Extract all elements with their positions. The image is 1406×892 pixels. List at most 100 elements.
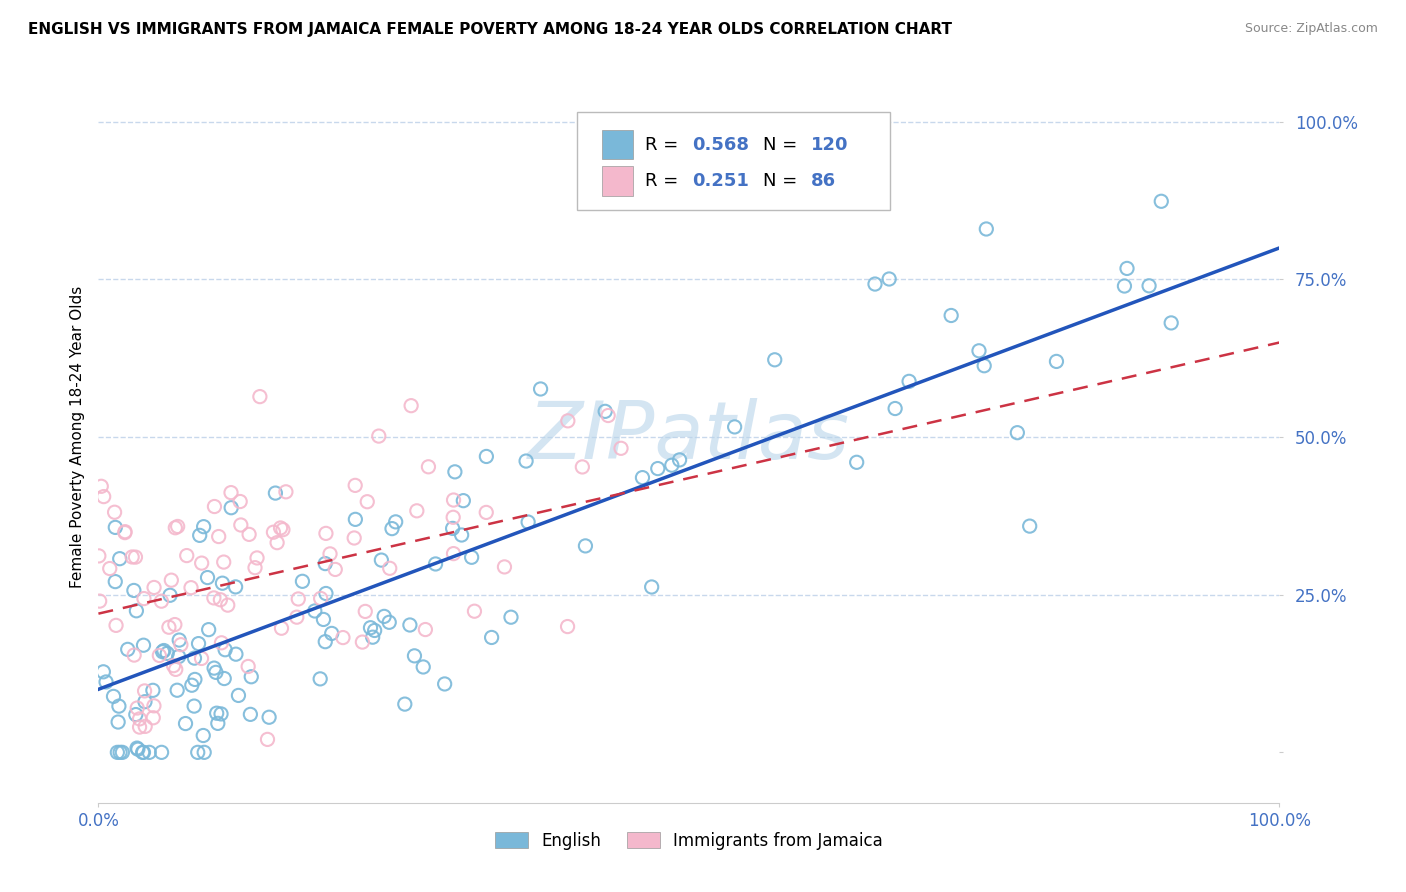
Point [256, 732, 278, 747]
FancyBboxPatch shape [576, 112, 890, 211]
Point [363, 624, 385, 638]
Point [114, 525, 136, 540]
Text: ENGLISH VS IMMIGRANTS FROM JAMAICA FEMALE POVERTY AMONG 18-24 YEAR OLDS CORRELAT: ENGLISH VS IMMIGRANTS FROM JAMAICA FEMAL… [28, 22, 952, 37]
Point [143, 581, 166, 595]
Point [246, 550, 269, 565]
Point [661, 458, 683, 473]
Text: 120: 120 [811, 136, 848, 153]
Point [884, 401, 907, 416]
Point [647, 461, 669, 475]
Point [183, 651, 205, 665]
Point [217, 598, 239, 612]
Point [571, 459, 593, 474]
Point [204, 500, 226, 514]
Point [138, 745, 160, 759]
Point [381, 522, 404, 536]
Point [156, 646, 179, 660]
Text: R =: R = [645, 136, 685, 153]
Point [723, 420, 745, 434]
Point [443, 493, 465, 508]
Point [193, 729, 215, 743]
Point [174, 716, 197, 731]
Point [166, 683, 188, 698]
Point [103, 690, 125, 704]
Point [967, 343, 990, 358]
Point [1137, 278, 1160, 293]
Point [131, 745, 153, 759]
Point [193, 519, 215, 533]
Point [315, 586, 337, 600]
Point [370, 553, 392, 567]
Point [205, 665, 228, 680]
Point [450, 528, 472, 542]
Point [202, 591, 225, 605]
Point [441, 510, 464, 524]
Point [312, 612, 335, 626]
Point [863, 277, 886, 291]
Point [425, 557, 447, 571]
Point [94, 675, 117, 690]
Point [262, 525, 284, 540]
Point [134, 695, 156, 709]
Point [142, 683, 165, 698]
Point [441, 521, 464, 535]
Point [188, 528, 211, 542]
Point [157, 620, 180, 634]
Point [257, 710, 280, 724]
Point [124, 550, 146, 565]
Point [373, 609, 395, 624]
Point [125, 741, 148, 756]
Point [107, 714, 129, 729]
Point [763, 352, 786, 367]
Point [108, 551, 131, 566]
Point [142, 711, 165, 725]
Point [229, 494, 252, 508]
Point [598, 409, 620, 423]
Point [225, 580, 247, 594]
Point [877, 272, 900, 286]
Point [128, 720, 150, 734]
Point [243, 560, 266, 574]
Point [183, 699, 205, 714]
Point [125, 707, 148, 722]
Point [180, 678, 202, 692]
Point [404, 648, 426, 663]
Point [209, 706, 232, 721]
Point [212, 555, 235, 569]
Point [163, 617, 186, 632]
Point [202, 661, 225, 675]
Point [412, 660, 434, 674]
Point [167, 649, 190, 664]
Text: 0.568: 0.568 [693, 136, 749, 153]
Point [323, 562, 346, 576]
Point [593, 404, 616, 418]
Point [378, 615, 401, 630]
Point [460, 550, 482, 565]
Point [187, 745, 209, 759]
Point [153, 643, 176, 657]
Point [384, 515, 406, 529]
Point [111, 745, 134, 759]
Point [319, 547, 342, 561]
Point [352, 635, 374, 649]
Point [941, 309, 963, 323]
Point [122, 583, 145, 598]
Point [93, 490, 115, 504]
Point [463, 604, 485, 618]
Point [197, 623, 219, 637]
Point [190, 556, 212, 570]
Point [475, 505, 498, 519]
Point [150, 594, 173, 608]
Point [180, 581, 202, 595]
Point [197, 570, 219, 584]
Point [274, 484, 297, 499]
Point [291, 574, 314, 589]
Point [361, 630, 384, 644]
Point [122, 648, 145, 662]
Point [285, 610, 308, 624]
Point [557, 414, 579, 428]
Point [973, 359, 995, 373]
Point [343, 531, 366, 545]
Point [640, 580, 662, 594]
Point [152, 645, 174, 659]
